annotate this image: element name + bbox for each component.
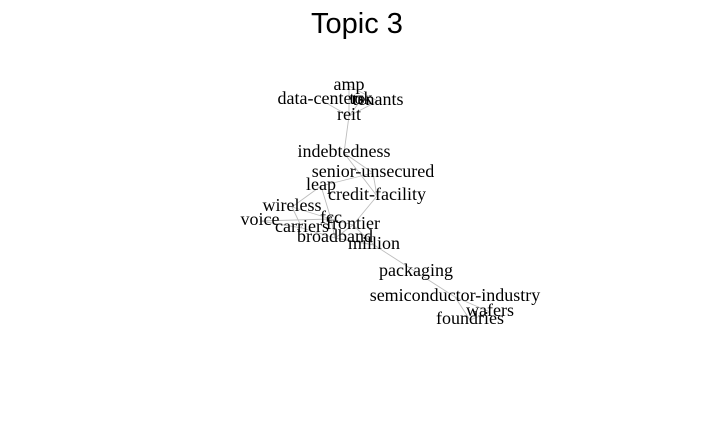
node-label-packaging: packaging [379, 260, 453, 280]
node-label-million: million [348, 233, 400, 253]
node-label-reit: reit [337, 104, 361, 124]
edge-carriers-broadband [301, 227, 336, 239]
node-label-voice: voice [241, 209, 280, 229]
edge-indebtedness-credit-facility [343, 152, 378, 197]
edge-data-centers-reit [320, 99, 350, 117]
node-label-data-centers: data-centers [278, 88, 365, 108]
edge-frontier-million [352, 224, 375, 246]
edge-semiconductor-industry-wafers [454, 296, 491, 313]
node-label-foundries: foundries [436, 308, 504, 328]
node-label-amp: amp [334, 74, 365, 94]
edge-amp-tenants [348, 85, 379, 102]
node-label-credit-facility: credit-facility [328, 184, 426, 204]
edge-frontier-broadband [334, 224, 354, 239]
edge-packaging-semiconductor-industry [415, 271, 456, 298]
chart-title: Topic 3 [311, 8, 403, 40]
node-label-wireless: wireless [263, 195, 322, 215]
node-label-frontier: frontier [326, 213, 380, 233]
edge-leap-fcc [320, 185, 332, 220]
node-label-carriers: carriers [275, 216, 329, 236]
node-label-wafers: wafers [466, 300, 514, 320]
edge-broadband-million [334, 237, 375, 246]
edge-million-packaging [373, 244, 417, 273]
edge-wireless-fcc [291, 206, 332, 220]
node-label-tenants: tenants [353, 89, 404, 109]
edge-semiconductor-industry-foundries [454, 296, 471, 321]
node-label-leap: leap [306, 174, 336, 194]
edge-tok-reit [348, 99, 362, 117]
edge-reit-indebtedness [343, 115, 350, 154]
node-label-semiconductor-industry: semiconductor-industry [370, 285, 541, 305]
edge-tenants-reit [348, 100, 379, 117]
node-label-tok: tok [349, 88, 372, 108]
node-label-fcc: fcc [320, 207, 342, 227]
edge-senior-unsecured-credit-facility [372, 172, 378, 197]
edge-wireless-carriers [291, 206, 303, 229]
edge-fcc-broadband [330, 218, 336, 239]
edge-voice-carriers [259, 220, 303, 229]
edge-wafers-foundries [469, 311, 491, 321]
node-label-broadband: broadband [297, 226, 373, 246]
edge-senior-unsecured-leap [320, 172, 374, 187]
edge-voice-fcc [259, 218, 332, 222]
node-label-senior-unsecured: senior-unsecured [312, 161, 435, 181]
edge-credit-facility-frontier [352, 195, 378, 226]
edge-indebtedness-senior-unsecured [343, 152, 374, 174]
node-label-indebtedness: indebtedness [298, 141, 391, 161]
edge-fcc-frontier [330, 218, 354, 226]
edge-leap-wireless [291, 185, 322, 208]
